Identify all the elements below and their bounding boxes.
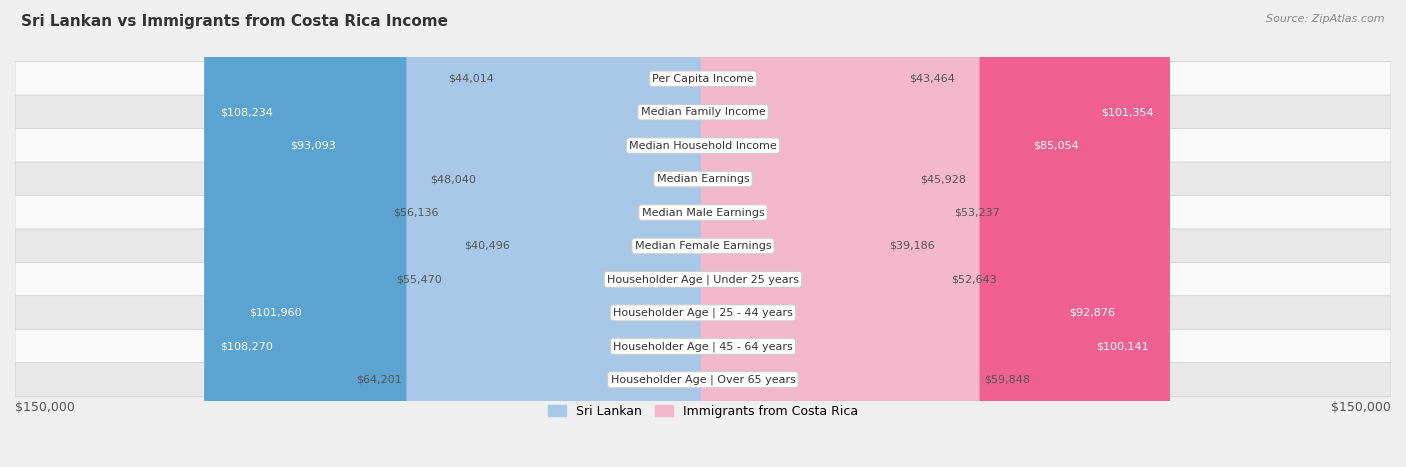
Text: $48,040: $48,040 [430, 174, 475, 184]
FancyBboxPatch shape [481, 0, 704, 467]
Text: Per Capita Income: Per Capita Income [652, 74, 754, 84]
Text: $44,014: $44,014 [449, 74, 495, 84]
FancyBboxPatch shape [233, 0, 704, 467]
FancyBboxPatch shape [15, 296, 1391, 330]
Text: Median Earnings: Median Earnings [657, 174, 749, 184]
Text: Median Male Earnings: Median Male Earnings [641, 207, 765, 218]
FancyBboxPatch shape [702, 0, 884, 467]
FancyBboxPatch shape [702, 0, 904, 467]
Text: $55,470: $55,470 [396, 275, 441, 284]
Text: $150,000: $150,000 [1331, 402, 1391, 415]
Text: $39,186: $39,186 [890, 241, 935, 251]
Legend: Sri Lankan, Immigrants from Costa Rica: Sri Lankan, Immigrants from Costa Rica [543, 400, 863, 423]
Text: Sri Lankan vs Immigrants from Costa Rica Income: Sri Lankan vs Immigrants from Costa Rica… [21, 14, 449, 29]
Text: Householder Age | 45 - 64 years: Householder Age | 45 - 64 years [613, 341, 793, 352]
Text: $92,876: $92,876 [1069, 308, 1115, 318]
Text: $100,141: $100,141 [1095, 341, 1149, 351]
FancyBboxPatch shape [499, 0, 704, 467]
Text: $108,270: $108,270 [221, 341, 273, 351]
FancyBboxPatch shape [15, 229, 1391, 263]
Text: Median Household Income: Median Household Income [628, 141, 778, 151]
FancyBboxPatch shape [204, 0, 704, 467]
FancyBboxPatch shape [702, 0, 1170, 467]
Text: $64,201: $64,201 [356, 375, 402, 385]
FancyBboxPatch shape [15, 95, 1391, 129]
FancyBboxPatch shape [702, 0, 915, 467]
Text: $52,643: $52,643 [952, 275, 997, 284]
Text: $101,354: $101,354 [1101, 107, 1154, 117]
FancyBboxPatch shape [15, 363, 1391, 397]
FancyBboxPatch shape [15, 262, 1391, 297]
FancyBboxPatch shape [204, 0, 704, 467]
Text: $53,237: $53,237 [955, 207, 1000, 218]
Text: $40,496: $40,496 [464, 241, 510, 251]
FancyBboxPatch shape [702, 0, 949, 467]
FancyBboxPatch shape [15, 329, 1391, 363]
FancyBboxPatch shape [15, 196, 1391, 230]
Text: $108,234: $108,234 [221, 107, 273, 117]
FancyBboxPatch shape [447, 0, 704, 467]
FancyBboxPatch shape [443, 0, 704, 467]
FancyBboxPatch shape [515, 0, 704, 467]
FancyBboxPatch shape [274, 0, 704, 467]
Text: Householder Age | Under 25 years: Householder Age | Under 25 years [607, 274, 799, 285]
Text: $45,928: $45,928 [921, 174, 966, 184]
FancyBboxPatch shape [15, 128, 1391, 163]
FancyBboxPatch shape [702, 0, 1095, 467]
FancyBboxPatch shape [15, 162, 1391, 196]
FancyBboxPatch shape [702, 0, 980, 467]
Text: $43,464: $43,464 [910, 74, 955, 84]
Text: $59,848: $59,848 [984, 375, 1031, 385]
Text: Source: ZipAtlas.com: Source: ZipAtlas.com [1267, 14, 1385, 24]
FancyBboxPatch shape [702, 0, 946, 467]
Text: Householder Age | Over 65 years: Householder Age | Over 65 years [610, 375, 796, 385]
Text: Householder Age | 25 - 44 years: Householder Age | 25 - 44 years [613, 308, 793, 318]
Text: Median Family Income: Median Family Income [641, 107, 765, 117]
FancyBboxPatch shape [406, 0, 704, 467]
Text: $85,054: $85,054 [1033, 141, 1080, 151]
Text: $93,093: $93,093 [290, 141, 336, 151]
Text: Median Female Earnings: Median Female Earnings [634, 241, 772, 251]
Text: $101,960: $101,960 [249, 308, 302, 318]
FancyBboxPatch shape [702, 0, 1130, 467]
FancyBboxPatch shape [702, 0, 1164, 467]
FancyBboxPatch shape [15, 62, 1391, 96]
Text: $150,000: $150,000 [15, 402, 75, 415]
Text: $56,136: $56,136 [394, 207, 439, 218]
